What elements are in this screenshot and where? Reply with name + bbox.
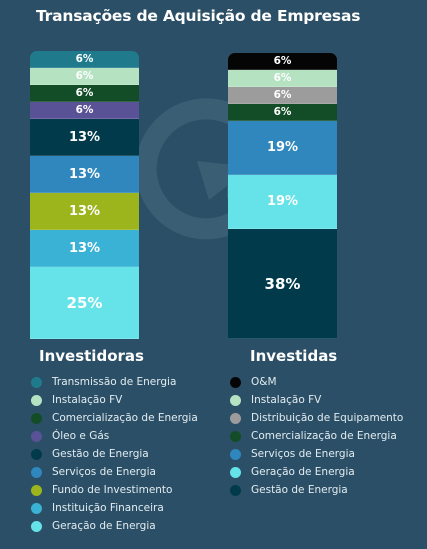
bar-segment: 6% [228,87,337,104]
segment-label: 6% [273,72,292,84]
legend-item: Serviços de Energia [31,463,198,481]
legend-label: Instalação FV [52,394,123,406]
bar-segment: 13% [30,230,139,267]
legend-swatch [230,394,241,406]
bar-segment: 13% [30,119,139,156]
legend-swatch [31,448,42,460]
legend-item: Gestão de Energia [230,481,403,499]
legend-item: Fundo de Investimento [31,481,198,499]
segment-label: 6% [75,70,94,82]
legend-label: Serviços de Energia [251,448,355,460]
legend-label: Fundo de Investimento [52,484,173,496]
legend-label: Comercialização de Energia [251,430,397,442]
bar-segment: 6% [228,70,337,87]
legend-swatch [230,448,241,460]
legend-swatch [230,430,241,442]
legend-label: Gestão de Energia [251,484,348,496]
bar-segment: 19% [228,121,337,175]
legend-swatch [31,412,42,424]
bar-segment: 6% [30,51,139,68]
legend-label: Geração de Energia [52,520,156,532]
legend-swatch [31,502,42,514]
bar-segment: 38% [228,229,337,339]
bar-segment: 6% [30,85,139,102]
legend-label: Óleo e Gás [52,430,110,442]
legend-item: Óleo e Gás [31,427,198,445]
legend-label: Instituição Financeira [52,502,164,514]
legend-item: Geração de Energia [31,517,198,535]
segment-label: 38% [264,274,301,293]
legend-investidas: O&M Instalação FV Distribuição de Equipame… [230,373,403,499]
legend-label: Gestão de Energia [52,448,149,460]
legend-item: Instalação FV [230,391,403,409]
legend-item: Serviços de Energia [230,445,403,463]
bar-segment: 13% [30,193,139,230]
segment-label: 6% [75,87,94,99]
segment-label: 13% [68,166,101,182]
legend-investidoras: Transmissão de Energia Instalação FV Comer… [31,373,198,535]
bar-segment: 13% [30,156,139,193]
legend-swatch [31,520,42,532]
legend-label: Transmissão de Energia [52,376,177,388]
segment-label: 13% [68,203,101,219]
legend-item: Comercialização de Energia [31,409,198,427]
bar-segment: 6% [30,68,139,85]
bar-segment: 19% [228,175,337,229]
legend-swatch [31,430,42,442]
legend-swatch [31,484,42,496]
bar-segment: 6% [228,53,337,70]
chart-title: Transações de Aquisição de Empresas [36,7,361,25]
segment-label: 6% [273,55,292,67]
segment-label: 19% [266,140,299,155]
legend-label: Comercialização de Energia [52,412,198,424]
legend-swatch [230,466,241,478]
segment-label: 25% [66,293,103,312]
legend-swatch [230,376,241,388]
legend-swatch [230,484,241,496]
bar-segment: 25% [30,267,139,339]
segment-label: 13% [68,240,101,256]
bar-investidoras: 6% 6% 6% 6% 13% 13% 13% 13% 25% [30,51,139,339]
legend-label: Instalação FV [251,394,322,406]
legend-label: Serviços de Energia [52,466,156,478]
legend-item: O&M [230,373,403,391]
segment-label: 13% [68,129,101,145]
legend-label: Distribuição de Equipamento [251,412,404,424]
x-label-investidoras: Investidoras [39,347,144,365]
legend-swatch [31,376,42,388]
segment-label: 19% [266,194,299,209]
legend-swatch [230,412,241,424]
bar-investidas: 6% 6% 6% 6% 19% 19% 38% [228,53,337,339]
legend-swatch [31,466,42,478]
legend-item: Transmissão de Energia [31,373,198,391]
x-label-investidas: Investidas [250,347,338,365]
legend-item: Instituição Financeira [31,499,198,517]
legend-item: Comercialização de Energia [230,427,403,445]
legend-item: Geração de Energia [230,463,403,481]
legend-label: O&M [251,376,277,388]
segment-label: 6% [273,89,292,101]
legend-item: Gestão de Energia [31,445,198,463]
legend-item: Instalação FV [31,391,198,409]
legend-swatch [31,394,42,406]
segment-label: 6% [273,106,292,118]
legend-label: Geração de Energia [251,466,355,478]
legend-item: Distribuição de Equipamento [230,409,403,427]
segment-label: 6% [75,104,94,116]
bar-segment: 6% [228,104,337,121]
bar-segment: 6% [30,102,139,119]
segment-label: 6% [75,53,94,65]
